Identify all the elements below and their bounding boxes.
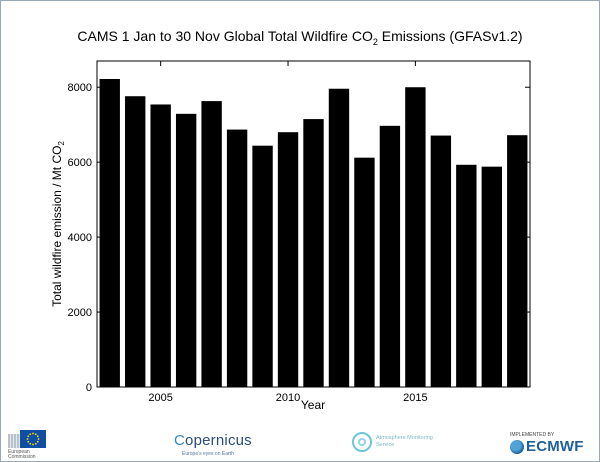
eu-star-icon — [32, 443, 34, 446]
ecmwf-implemented-text: IMPLEMENTED BY — [510, 432, 555, 438]
eu-star-icon — [37, 438, 40, 440]
eu-star-icon — [34, 433, 37, 436]
x-tick-label: 2005 — [148, 392, 172, 404]
eu-flag-icon — [20, 430, 46, 448]
bar-2007 — [201, 101, 222, 388]
eu-star-icon — [34, 442, 37, 445]
y-axis-label-main: Total wildfire emission / Mt CO — [50, 146, 64, 307]
bar-chart: CAMS 1 Jan to 30 Nov Global Total Wildfi… — [50, 28, 531, 412]
bar-2018 — [481, 166, 502, 387]
bar-2004 — [125, 96, 146, 387]
y-axis-ticks: 0 2000 4000 6000 8000 — [68, 82, 530, 394]
plot-area-border — [96, 60, 531, 388]
y-tick-label: 0 — [86, 382, 92, 394]
x-tick-label: 2015 — [403, 392, 427, 404]
eu-star-icon — [29, 442, 32, 445]
ams-circle-icon — [352, 432, 372, 452]
eu-star-icon — [36, 440, 39, 443]
y-axis-label: Total wildfire emission / Mt CO2 — [50, 141, 66, 307]
y-tick-label: 2000 — [68, 307, 92, 319]
x-axis-ticks: 2005 2010 2015 — [148, 61, 428, 404]
bar-2012 — [328, 88, 350, 388]
chart-title-end: Emissions (GFASv1.2) — [378, 28, 523, 44]
y-tick-label: 6000 — [68, 157, 92, 169]
y-tick-label: 4000 — [68, 232, 92, 244]
bar-2005 — [150, 104, 171, 387]
chart-title-main: CAMS 1 Jan to 30 Nov Global Total Wildfi… — [77, 28, 373, 44]
ecmwf-logo: IMPLEMENTED BY ECMWF — [508, 432, 590, 458]
european-commission-logo: European Commission — [8, 430, 54, 460]
copernicus-wordmark: Copernicus — [174, 432, 252, 449]
bar-2009 — [252, 145, 273, 387]
eu-star-icon — [36, 435, 39, 438]
ams-logo-text: Atmosphere Monitoring Service — [376, 435, 433, 448]
eu-star-icon — [27, 440, 30, 443]
bar-2003 — [99, 78, 120, 387]
y-axis-label-subscript: 2 — [57, 141, 66, 146]
ecmwf-globe-icon — [510, 440, 524, 454]
copernicus-logo: Copernicus Europe's eyes on Earth — [172, 430, 252, 460]
copernicus-c-mark: C — [174, 432, 186, 449]
bar-2006 — [175, 113, 197, 388]
eu-star-icon — [32, 432, 34, 435]
bar-2014 — [379, 125, 401, 387]
bar-2015 — [405, 87, 426, 387]
bar-2017 — [456, 164, 477, 387]
logo-footer: European Commission Copernicus Europe's … — [0, 424, 600, 462]
y-tick-label: 8000 — [68, 82, 92, 94]
chart-title-subscript: 2 — [373, 37, 378, 47]
bar-2011 — [303, 119, 324, 388]
ecmwf-wordmark: ECMWF — [526, 438, 584, 455]
x-axis-label: Year — [301, 398, 325, 412]
eu-star-icon — [27, 435, 30, 438]
eu-star-icon — [29, 433, 32, 436]
ec-building-icon — [8, 434, 20, 448]
bar-2008 — [226, 129, 248, 387]
bar-2019 — [507, 135, 528, 387]
ec-logo-text: European Commission — [8, 449, 36, 460]
bars-group — [99, 78, 528, 388]
eu-star-icon — [26, 438, 29, 440]
bar-2013 — [354, 157, 375, 387]
atmosphere-monitoring-logo: Atmosphere Monitoring Service — [352, 432, 442, 458]
bar-2010 — [277, 132, 299, 387]
copernicus-tagline: Europe's eyes on Earth — [182, 451, 234, 457]
chart-title: CAMS 1 Jan to 30 Nov Global Total Wildfi… — [77, 28, 522, 47]
x-tick-label: 2010 — [276, 392, 300, 404]
bar-2016 — [430, 135, 452, 387]
copernicus-name: opernicus — [185, 432, 252, 449]
